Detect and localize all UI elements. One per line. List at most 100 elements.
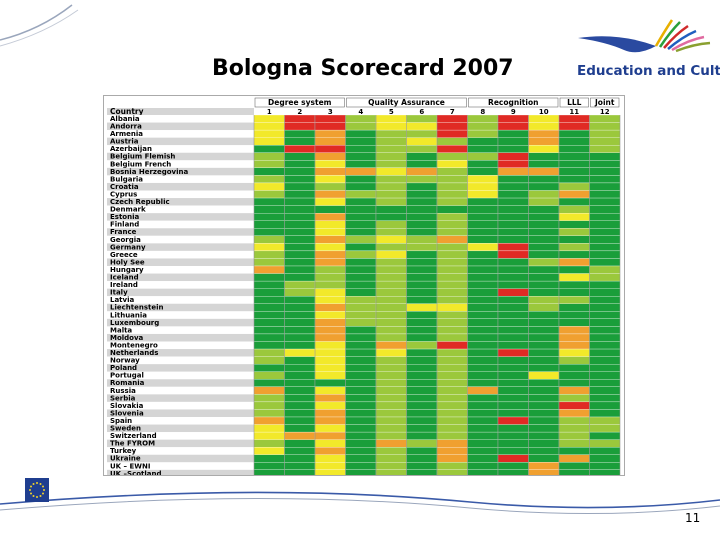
score-cell bbox=[528, 129, 560, 138]
score-cell bbox=[436, 152, 468, 161]
score-cell bbox=[284, 371, 316, 380]
country-name-cell bbox=[107, 228, 254, 236]
score-cell bbox=[314, 228, 346, 236]
score-cell bbox=[284, 394, 316, 403]
score-cell bbox=[284, 220, 316, 229]
score-cell bbox=[558, 333, 590, 342]
score-cell bbox=[253, 235, 285, 244]
score-cell bbox=[589, 303, 621, 312]
score-cell bbox=[253, 371, 285, 380]
score-cell bbox=[284, 363, 316, 372]
score-cell bbox=[528, 258, 560, 267]
score-cell bbox=[406, 258, 438, 267]
score-cell bbox=[406, 424, 438, 433]
score-cell bbox=[284, 175, 316, 184]
score-cell bbox=[436, 416, 468, 425]
score-cell bbox=[467, 371, 499, 380]
score-cell bbox=[284, 341, 316, 350]
score-cell bbox=[589, 296, 621, 304]
column-number: 6 bbox=[419, 108, 424, 116]
score-cell bbox=[467, 182, 499, 191]
score-cell bbox=[375, 409, 407, 418]
score-cell bbox=[436, 348, 468, 357]
country-name: Albania bbox=[110, 115, 140, 123]
score-cell bbox=[558, 175, 590, 184]
score-cell bbox=[589, 258, 621, 267]
country-name: Slovakia bbox=[110, 402, 144, 410]
score-cell bbox=[406, 439, 438, 448]
score-cell bbox=[314, 341, 346, 350]
score-cell bbox=[558, 114, 590, 123]
score-cell bbox=[375, 190, 407, 199]
score-cell bbox=[558, 326, 590, 335]
score-cell bbox=[589, 137, 621, 146]
country-name-cell bbox=[107, 258, 254, 266]
score-cell bbox=[497, 235, 529, 244]
score-cell bbox=[284, 462, 316, 470]
score-cell bbox=[284, 386, 316, 395]
score-cell bbox=[375, 288, 407, 297]
score-cell bbox=[436, 114, 468, 123]
score-cell bbox=[345, 288, 377, 297]
score-cell bbox=[589, 447, 621, 455]
score-cell bbox=[406, 318, 438, 327]
score-cell bbox=[558, 348, 590, 357]
score-cell bbox=[528, 265, 560, 274]
score-cell bbox=[406, 379, 438, 387]
score-cell bbox=[284, 356, 316, 365]
country-name: Serbia bbox=[110, 394, 136, 402]
score-cell bbox=[436, 296, 468, 304]
score-cell bbox=[467, 341, 499, 350]
score-cell bbox=[406, 220, 438, 229]
score-cell bbox=[497, 137, 529, 146]
score-cell bbox=[314, 326, 346, 335]
score-cell bbox=[314, 439, 346, 448]
score-cell bbox=[284, 326, 316, 335]
score-cell bbox=[406, 175, 438, 184]
country-name-cell bbox=[107, 333, 254, 342]
score-cell bbox=[558, 394, 590, 403]
score-cell bbox=[558, 341, 590, 350]
score-cell bbox=[497, 129, 529, 138]
score-cell bbox=[406, 326, 438, 335]
score-cell bbox=[467, 175, 499, 184]
score-cell bbox=[406, 454, 438, 463]
score-cell bbox=[284, 401, 316, 410]
score-cell bbox=[528, 190, 560, 199]
country-name-cell bbox=[107, 364, 254, 372]
country-name: Austria bbox=[110, 138, 139, 146]
score-cell bbox=[345, 145, 377, 153]
score-cell bbox=[436, 379, 468, 387]
score-cell bbox=[345, 386, 377, 395]
score-cell bbox=[467, 303, 499, 312]
score-cell bbox=[314, 265, 346, 274]
score-cell bbox=[497, 333, 529, 342]
column-number: 2 bbox=[297, 108, 302, 116]
score-cell bbox=[345, 439, 377, 448]
score-cell bbox=[558, 228, 590, 236]
score-cell bbox=[528, 280, 560, 289]
score-cell bbox=[558, 160, 590, 169]
score-cell bbox=[589, 243, 621, 252]
score-cell bbox=[467, 379, 499, 387]
score-cell bbox=[589, 122, 621, 131]
score-cell bbox=[345, 205, 377, 214]
country-name-cell bbox=[107, 409, 254, 417]
group-header-box bbox=[559, 97, 589, 108]
score-cell bbox=[436, 333, 468, 342]
score-cell bbox=[314, 243, 346, 252]
score-cell bbox=[497, 205, 529, 214]
score-cell bbox=[345, 160, 377, 169]
country-name: Poland bbox=[110, 364, 137, 372]
score-cell bbox=[314, 129, 346, 138]
score-cell bbox=[528, 424, 560, 433]
score-cell bbox=[528, 371, 560, 380]
score-cell bbox=[253, 348, 285, 357]
score-cell bbox=[558, 318, 590, 327]
score-cell bbox=[436, 447, 468, 455]
score-cell bbox=[314, 258, 346, 267]
score-cell bbox=[558, 258, 590, 267]
score-cell bbox=[314, 454, 346, 463]
score-cell bbox=[558, 205, 590, 214]
score-cell bbox=[345, 424, 377, 433]
